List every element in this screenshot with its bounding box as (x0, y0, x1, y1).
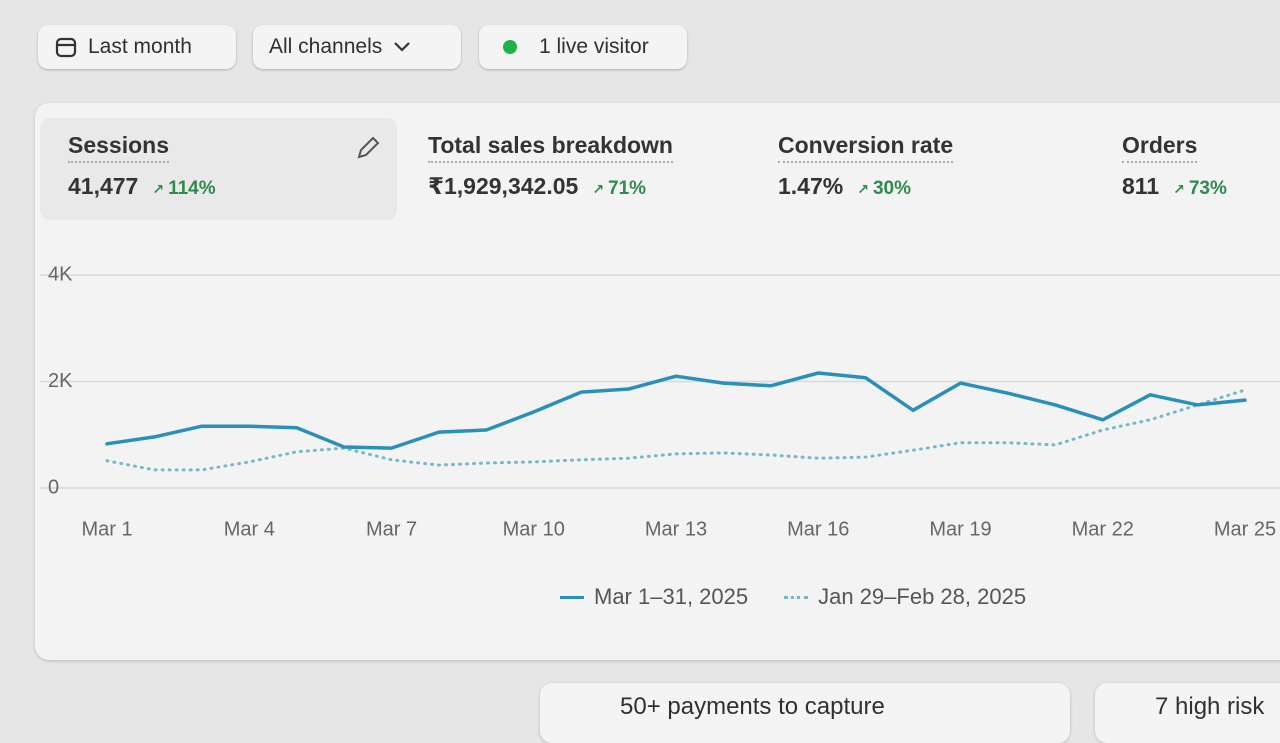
x-tick-label: Mar 16 (787, 518, 849, 540)
x-tick-label: Mar 22 (1072, 518, 1134, 540)
channels-button[interactable]: All channels (253, 25, 461, 69)
y-tick-label: 0 (48, 476, 59, 498)
alert-text: 7 high risk (1155, 693, 1265, 720)
sessions-chart: 0 2K 4K Mar 1 Mar 4 Mar 7 Mar 10 Mar 13 Mar 16 Ma… (40, 263, 1280, 540)
x-tick-label: Mar 13 (645, 518, 707, 540)
x-tick-label: Mar 1 (81, 518, 132, 540)
legend-swatch (560, 595, 584, 599)
page: {"toolbar": {"date": "Last month", "chan… (0, 0, 1280, 720)
legend-label: Jan 29–Feb 28, 2025 (818, 584, 1027, 609)
date-button[interactable]: Last month (38, 25, 236, 69)
alert-card[interactable]: 50+ payments to capture (540, 683, 1070, 743)
x-tick-label: Mar 4 (224, 518, 275, 540)
alert-card[interactable]: 7 high risk (1095, 683, 1280, 743)
metric-tab[interactable]: Orders 811 73% (1092, 118, 1280, 220)
metric-tab[interactable]: Sessions 41,477 114% (38, 118, 398, 220)
legend-item: Mar 1–31, 2025 (560, 584, 748, 610)
channels-label: All channels (269, 35, 383, 58)
series-line (105, 371, 1247, 450)
legend-label: Mar 1–31, 2025 (594, 584, 749, 609)
metric-tab[interactable]: Conversion rate 1.47% 30% (748, 118, 1088, 220)
legend-item: Jan 29–Feb 28, 2025 (784, 584, 1026, 610)
metric-change: 71% (592, 178, 646, 200)
calendar-icon (55, 37, 77, 58)
metric-value: 811 (1122, 173, 1160, 199)
x-tick-label: Mar 19 (929, 518, 991, 540)
metric-label: Conversion rate (778, 132, 954, 163)
chevron (394, 42, 411, 52)
alert-text: 50+ payments to capture (620, 693, 885, 720)
visitors-button[interactable]: 1 live visitor (479, 25, 687, 69)
legend: Mar 1–31, 2025 Jan 29–Feb 28, 2025 (560, 584, 1026, 610)
metric-change: 30% (857, 178, 911, 200)
visitors-label: 1 live visitor (539, 35, 649, 58)
legend-swatch (784, 595, 809, 599)
metric-label: Sessions (68, 132, 169, 163)
selected-tab (40, 118, 397, 220)
edit-icon[interactable] (354, 134, 382, 162)
x-tick-label: Mar 25 (1214, 518, 1276, 540)
metric-label: Orders (1122, 132, 1198, 163)
date-label: Last month (88, 35, 192, 58)
metric-value: ₹1,929,342.05 (428, 173, 579, 199)
series-line (105, 388, 1247, 472)
metric-change: 73% (1173, 178, 1227, 200)
y-tick-label: 4K (48, 263, 73, 285)
metric-change: 114% (152, 178, 216, 200)
y-tick-label: 2K (48, 370, 73, 392)
x-tick-label: Mar 7 (366, 518, 417, 540)
x-tick-label: Mar 10 (503, 518, 565, 540)
metric-tab[interactable]: Total sales breakdown ₹1,929,342.05 71% (398, 118, 748, 220)
live-dot (503, 40, 517, 54)
metric-value: 1.47% (778, 173, 844, 199)
metric-label: Total sales breakdown (428, 132, 673, 163)
metric-value: 41,477 (68, 173, 139, 199)
